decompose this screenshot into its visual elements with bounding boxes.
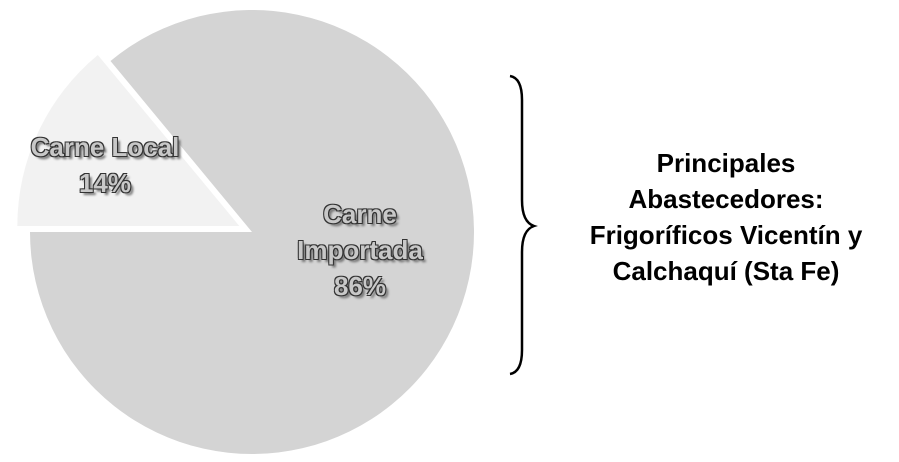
value-label: 14% xyxy=(78,168,132,198)
pie-slice xyxy=(17,54,240,227)
annotation: Principales Abastecedores: Frigoríficos … xyxy=(589,148,863,286)
brace xyxy=(509,74,538,376)
slice-label: Carne Local 14% xyxy=(30,129,180,201)
category-label: Carne Importada xyxy=(297,199,423,265)
slice-label: Carne Importada 86% xyxy=(290,196,430,304)
pie-slice xyxy=(30,9,474,454)
value-label: 86% xyxy=(333,271,387,301)
category-label: Carne Local xyxy=(30,132,180,162)
